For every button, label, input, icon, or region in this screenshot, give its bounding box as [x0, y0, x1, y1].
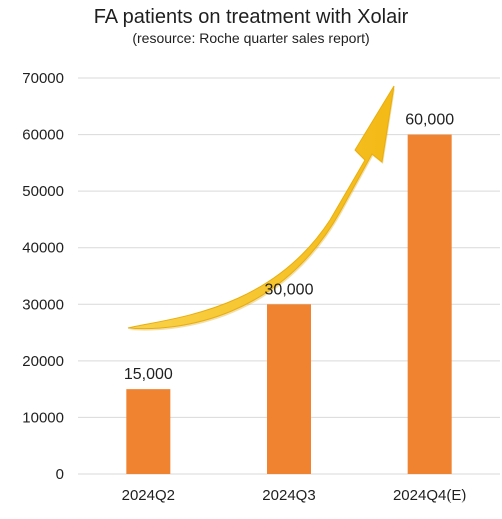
bar [267, 304, 311, 474]
y-tick-label: 30000 [22, 296, 64, 313]
bar [126, 389, 171, 474]
y-tick-label: 60000 [22, 127, 64, 144]
y-tick-label: 0 [56, 466, 64, 483]
x-axis-categories: 2024Q2 2024Q3 2024Q4(E) [122, 487, 467, 504]
y-tick-label: 70000 [22, 70, 64, 87]
chart-subtitle: (resource: Roche quarter sales report) [132, 30, 369, 46]
bars [126, 134, 452, 475]
data-label: 30,000 [265, 281, 314, 298]
y-tick-label: 40000 [22, 240, 64, 257]
data-label: 15,000 [124, 366, 173, 383]
x-category-label: 2024Q2 [122, 487, 175, 504]
y-tick-label: 10000 [22, 409, 64, 426]
watermark-text: 雪球 · 医药笔记 [404, 500, 494, 515]
y-tick-label: 20000 [22, 353, 64, 370]
bar [407, 134, 452, 475]
data-labels: 15,000 30,000 60,000 [124, 112, 454, 384]
y-axis-ticks: 0 10000 20000 30000 40000 50000 60000 70000 [22, 70, 64, 483]
y-tick-label: 50000 [22, 183, 64, 200]
data-label: 60,000 [405, 112, 454, 129]
chart-title: FA patients on treatment with Xolair [94, 6, 409, 28]
x-category-label: 2024Q3 [262, 487, 315, 504]
trend-arrow [127, 85, 395, 331]
x-category-label: 2024Q4(E) [393, 487, 466, 504]
watermark: 雪球 · 医药笔记 [404, 500, 494, 515]
trend-arrow-body [127, 85, 395, 330]
